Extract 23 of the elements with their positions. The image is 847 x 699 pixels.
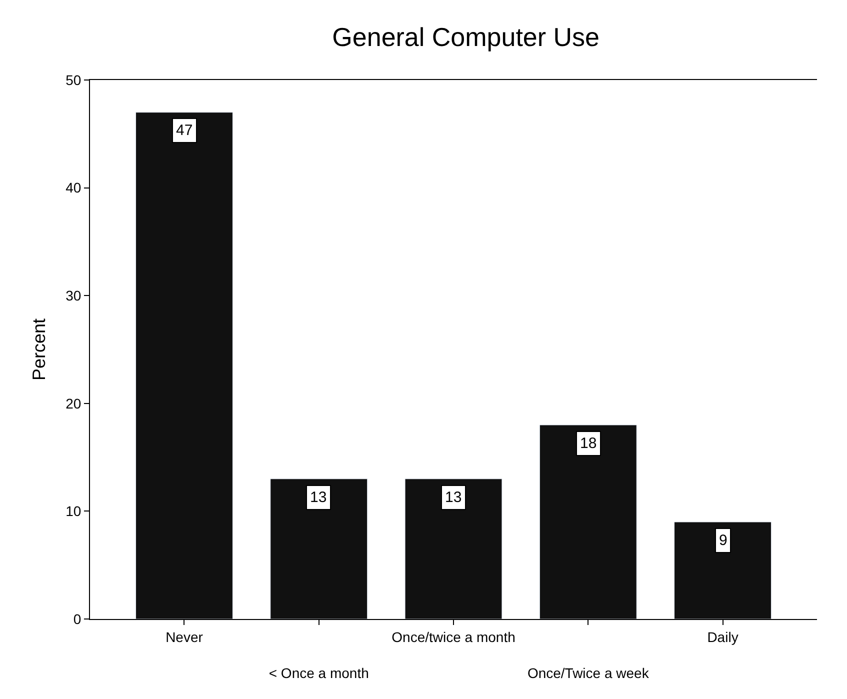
- x-tick-label: Once/Twice a week: [527, 665, 650, 682]
- x-tick-label: Daily: [707, 628, 738, 645]
- data-label: 47: [176, 122, 193, 139]
- x-tick-label: < Once a month: [268, 665, 369, 682]
- chart-title: General Computer Use: [332, 22, 600, 52]
- y-tick-label: 50: [66, 72, 82, 88]
- x-tick-label: Never: [166, 628, 204, 645]
- y-axis-title: Percent: [28, 318, 49, 381]
- bar: [674, 522, 772, 619]
- bar: [539, 424, 637, 619]
- y-tick-label: 0: [73, 610, 82, 627]
- y-tick-label: 20: [66, 395, 82, 412]
- y-tick-label: 40: [66, 180, 82, 196]
- data-label: 9: [719, 532, 728, 549]
- data-label: 18: [580, 435, 597, 452]
- data-label: 13: [310, 489, 327, 506]
- bar: [136, 112, 233, 619]
- data-label: 13: [445, 489, 462, 506]
- bar: [404, 478, 502, 619]
- y-tick-label: 10: [66, 503, 82, 520]
- bar: [270, 478, 368, 619]
- y-tick-label: 30: [66, 288, 82, 304]
- x-tick-label: Once/twice a month: [392, 628, 516, 645]
